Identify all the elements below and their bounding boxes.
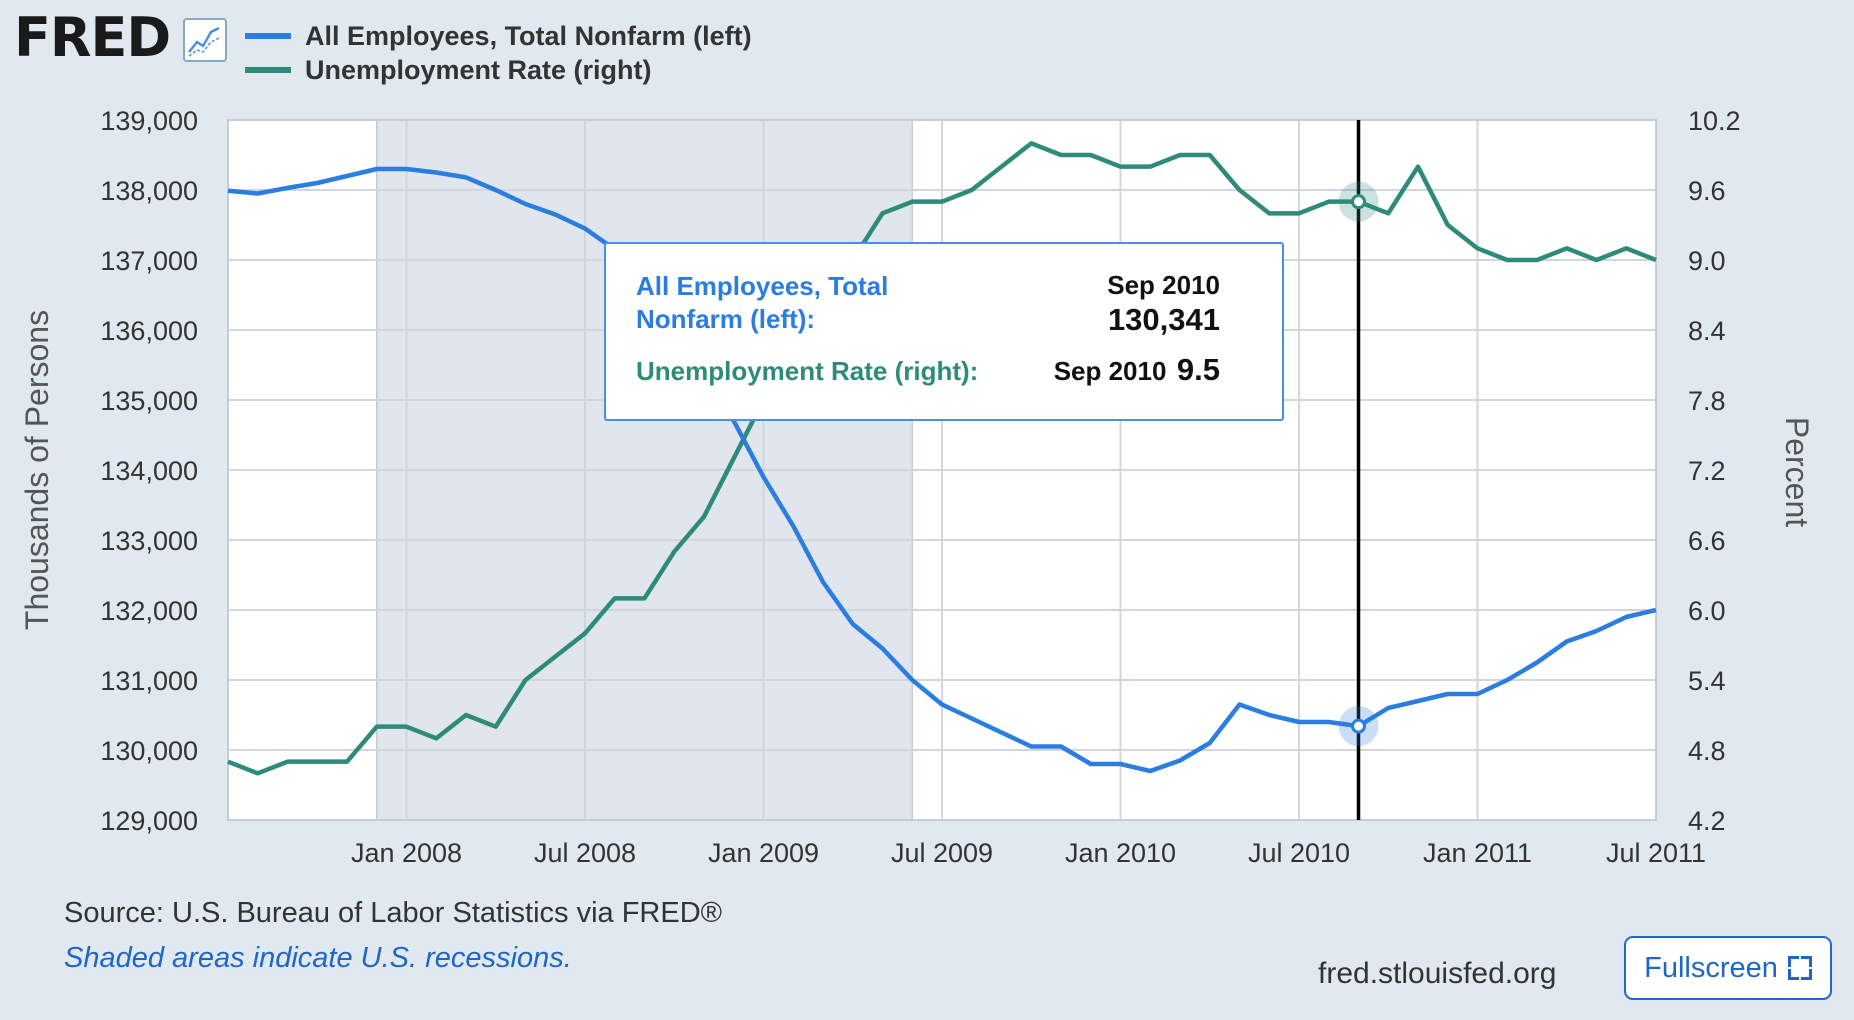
- tooltip-unemployment-value: 9.5: [1176, 352, 1220, 387]
- legend-swatch-unemployment: [245, 67, 291, 73]
- y-left-tick-label: 135,000: [100, 386, 198, 416]
- y-right-tick-label: 7.2: [1688, 456, 1726, 486]
- y-right-tick-label: 8.4: [1688, 316, 1726, 346]
- y-left-tick-label: 137,000: [100, 246, 198, 276]
- legend-label-unemployment: Unemployment Rate (right): [305, 54, 652, 85]
- y-right-tick-label: 6.6: [1688, 526, 1726, 556]
- hover-point-employees: [1351, 718, 1366, 734]
- line-chart-icon: [183, 18, 227, 62]
- y-right-tick-label: 10.2: [1688, 106, 1741, 136]
- fullscreen-icon: [1787, 956, 1812, 980]
- y-left-tick-label: 136,000: [100, 316, 198, 346]
- y-right-tick-label: 9.6: [1688, 176, 1726, 206]
- tooltip: All Employees, Total Nonfarm (left): Sep…: [604, 242, 1284, 421]
- y-right-tick-label: 9.0: [1688, 246, 1726, 276]
- tooltip-unemployment-date: Sep 2010: [1053, 356, 1167, 386]
- y-left-tick-label: 133,000: [100, 526, 198, 556]
- legend-label-employees: All Employees, Total Nonfarm (left): [305, 20, 752, 51]
- x-tick-label: Jan 2009: [708, 838, 819, 868]
- recession-note: Shaded areas indicate U.S. recessions.: [64, 942, 572, 974]
- fullscreen-label: Fullscreen: [1644, 951, 1778, 984]
- y-right-tick-label: 5.4: [1688, 666, 1726, 696]
- x-tick-label: Jul 2008: [534, 838, 636, 868]
- y-right-tick-label: 6.0: [1688, 596, 1726, 626]
- legend-item-employees[interactable]: All Employees, Total Nonfarm (left): [245, 20, 752, 52]
- y-left-tick-label: 131,000: [100, 666, 198, 696]
- plot-border: [227, 119, 1657, 821]
- y-left-tick-label: 132,000: [100, 596, 198, 626]
- y-right-tick-label: 4.2: [1688, 806, 1726, 836]
- source-note: Source: U.S. Bureau of Labor Statistics …: [64, 897, 723, 929]
- y-left-axis-title: Thousands of Persons: [19, 310, 55, 630]
- tooltip-employees-name: All Employees, Total Nonfarm (left):: [636, 271, 889, 334]
- series-line-unemployment: [227, 141, 1657, 776]
- y-right-tick-label: 4.8: [1688, 736, 1726, 766]
- y-right-tick-label: 7.8: [1688, 386, 1726, 416]
- tooltip-employees-date: Sep 2010: [1107, 270, 1220, 300]
- x-tick-label: Jan 2010: [1065, 838, 1176, 868]
- fred-logo[interactable]: FRED: [14, 6, 171, 69]
- y-left-tick-label: 129,000: [100, 806, 198, 836]
- legend-swatch-employees: [245, 33, 291, 39]
- site-url[interactable]: fred.stlouisfed.org: [1318, 957, 1557, 990]
- y-right-axis-title: Percent: [1779, 417, 1815, 527]
- tooltip-employees-value: 130,341: [1107, 302, 1220, 337]
- y-left-tick-label: 134,000: [100, 456, 198, 486]
- x-tick-label: Jan 2011: [1423, 838, 1532, 868]
- series-line-employees: [227, 166, 1657, 774]
- x-tick-label: Jul 2011: [1606, 838, 1706, 868]
- tooltip-unemployment-readout: Sep 2010 9.5: [1054, 352, 1220, 388]
- y-left-tick-label: 139,000: [100, 106, 198, 136]
- x-tick-label: Jan 2008: [351, 838, 462, 868]
- hover-point-unemployment: [1351, 194, 1366, 210]
- y-left-tick-label: 130,000: [100, 736, 198, 766]
- fullscreen-button[interactable]: Fullscreen: [1624, 936, 1832, 1000]
- legend-item-unemployment[interactable]: Unemployment Rate (right): [245, 54, 652, 86]
- tooltip-unemployment-name: Unemployment Rate (right):: [636, 356, 979, 386]
- x-tick-label: Jul 2009: [891, 838, 993, 868]
- x-tick-label: Jul 2010: [1248, 838, 1350, 868]
- y-left-tick-label: 138,000: [100, 176, 198, 206]
